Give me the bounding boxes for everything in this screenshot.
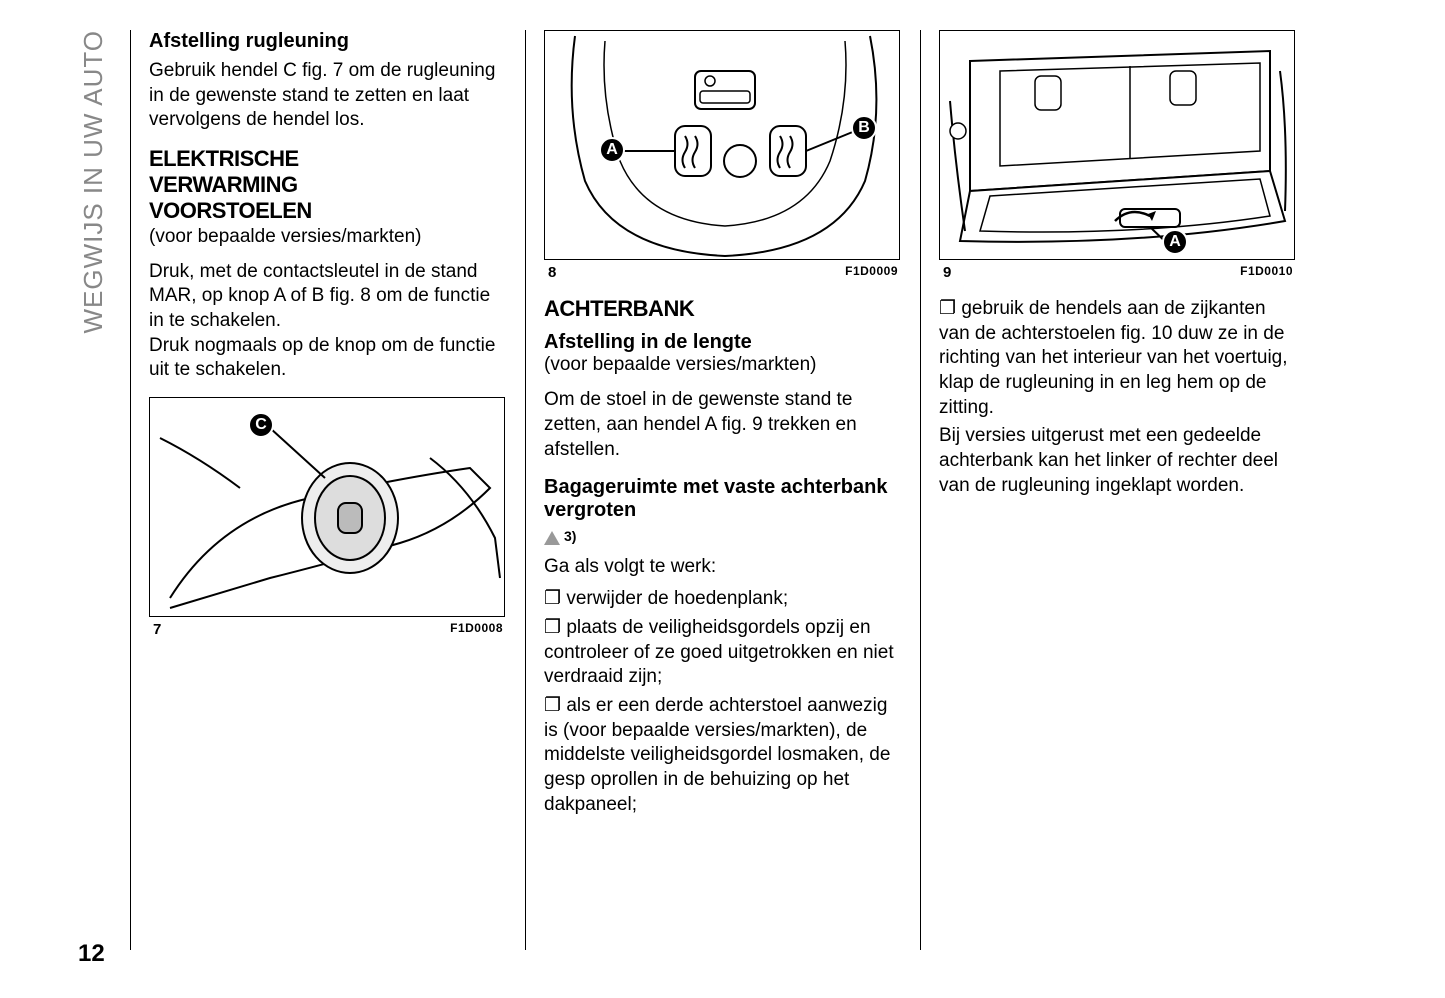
figure-9-code: F1D0010	[1240, 264, 1293, 281]
figure-7-illustration	[150, 398, 504, 616]
figure-8: A B	[544, 30, 900, 260]
rear-bench-title: ACHTERBANK	[544, 297, 902, 321]
content-columns: Afstelling rugleuning Gebruik hendel C f…	[130, 30, 1410, 950]
luggage-expand-title: Bagageruimte met vaste achterbank vergro…	[544, 476, 902, 522]
figure-7-number: 7	[153, 621, 161, 638]
length-adjust-note: (voor bepaalde versies/markten)	[544, 354, 902, 376]
figure-8-number: 8	[548, 264, 556, 281]
page-number: 12	[78, 940, 105, 968]
warning-triangle-icon	[544, 531, 560, 545]
figure-9-illustration	[940, 31, 1294, 259]
callout-b-fig8: B	[851, 115, 877, 141]
bullet-2: ❐ plaats de veiligheidsgordels opzij en …	[544, 616, 902, 690]
figure-7: C	[149, 397, 505, 617]
figure-9-number: 9	[943, 264, 951, 281]
length-adjust-title: Afstelling in de lengte	[544, 331, 902, 354]
proceed-intro: Ga als volgt te werk:	[544, 555, 902, 580]
split-bench-note: Bij versies uitgerust met een gedeelde a…	[939, 424, 1297, 498]
electric-heating-body1: Druk, met de contactsleutel in de stand …	[149, 260, 507, 334]
electric-heating-title-l2: VERWARMING	[149, 173, 507, 197]
bullet-4: ❐ gebruik de hendels aan de zijkanten va…	[939, 297, 1297, 420]
bullet-3: ❐ als er een derde achterstoel aanwezig …	[544, 694, 902, 817]
callout-a-fig8: A	[599, 137, 625, 163]
bullet-4-text: gebruik de hendels aan de zijkanten van …	[939, 298, 1288, 418]
chapter-tab: WEGWIJS IN UW AUTO	[78, 30, 109, 334]
bullet-2-text: plaats de veiligheidsgordels opzij en co…	[544, 617, 894, 687]
electric-heating-title-l3: VOORSTOELEN	[149, 199, 507, 223]
figure-7-code: F1D0008	[450, 621, 503, 638]
column-2: A B 8 F1D0009 ACHTERBANK Afstelling in d…	[525, 30, 920, 950]
callout-a-fig9: A	[1162, 229, 1188, 255]
bullet-1: ❐ verwijder de hoedenplank;	[544, 587, 902, 612]
callout-c: C	[248, 412, 274, 438]
figure-9-caption: 9 F1D0010	[939, 262, 1297, 281]
backrest-adjust-body: Gebruik hendel C fig. 7 om de rugleuning…	[149, 59, 507, 133]
warning-ref: 3)	[544, 528, 902, 544]
column-1: Afstelling rugleuning Gebruik hendel C f…	[130, 30, 525, 950]
column-3: A 9 F1D0010 ❐ gebruik de hendels aan de …	[920, 30, 1315, 950]
figure-8-illustration	[545, 31, 899, 259]
electric-heating-title-l1: ELEKTRISCHE	[149, 147, 507, 171]
warning-ref-text: 3)	[564, 528, 576, 544]
figure-8-code: F1D0009	[845, 264, 898, 281]
figure-9: A	[939, 30, 1295, 260]
backrest-adjust-title: Afstelling rugleuning	[149, 30, 507, 53]
electric-heating-body2: Druk nogmaals op de knop om de functie u…	[149, 334, 507, 383]
bullet-3-text: als er een derde achterstoel aanwezig is…	[544, 695, 890, 815]
bullet-1-text: verwijder de hoedenplank;	[566, 588, 788, 609]
figure-8-caption: 8 F1D0009	[544, 262, 902, 281]
length-adjust-body: Om de stoel in de gewenste stand te zett…	[544, 388, 902, 462]
electric-heating-note: (voor bepaalde versies/markten)	[149, 226, 507, 248]
figure-7-caption: 7 F1D0008	[149, 619, 507, 638]
